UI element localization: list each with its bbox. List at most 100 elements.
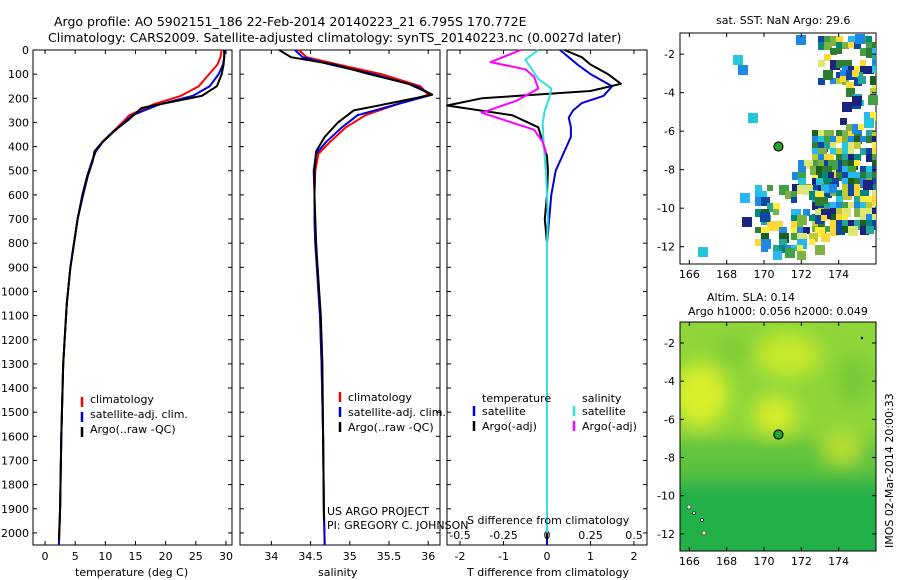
sst-pixel — [848, 202, 854, 208]
sst-pixel — [821, 215, 827, 221]
temperature-axis-label: temperature (deg C) — [75, 566, 188, 579]
x-tick-label: 20 — [159, 550, 173, 563]
s-tick-label: 0.5 — [625, 529, 643, 542]
sst-pixel — [830, 142, 836, 148]
lon-tick-label: 168 — [716, 555, 737, 568]
sst-pixel — [840, 76, 846, 82]
sst-pixel — [854, 42, 861, 49]
sst-pixel — [824, 190, 832, 198]
sst-pixel — [872, 48, 876, 55]
sst-pixel — [846, 88, 855, 97]
temperature-axes-frame — [32, 49, 233, 546]
sst-map-axes: 166 168 170 172 174 -2 -4 -6 -8 -10 -12 — [657, 33, 876, 281]
legend-s-satellite-label: satellite — [582, 405, 626, 418]
depth-axis: 0 100 200 300 400 500 600 700 800 900 1000 1100 1200… — [1, 44, 647, 540]
sst-pixel — [836, 160, 845, 169]
sst-pixel — [860, 148, 867, 155]
sst-pixel — [797, 239, 807, 249]
sla-coast-dots — [686, 336, 864, 536]
sst-pixel — [860, 226, 869, 235]
legend-s-argo-label: Argo(-adj) — [582, 420, 637, 433]
lat-tick-label: -8 — [664, 451, 675, 464]
sst-pixel — [830, 220, 838, 228]
depth-tick-label: 100 — [8, 68, 29, 81]
temperature-argo-raw-qc-line — [57, 50, 226, 541]
sst-pixel — [755, 197, 764, 206]
sst-pixel — [792, 172, 800, 180]
sst-pixel — [866, 208, 876, 218]
sst-pixel — [773, 251, 782, 260]
sst-pixel — [815, 197, 824, 206]
lat-tick-label: -4 — [664, 375, 675, 388]
sst-pixel — [866, 166, 872, 172]
sst-pixel — [773, 245, 779, 251]
sst-pixel — [830, 166, 839, 175]
sst-pixel — [863, 180, 873, 190]
salinity-argo-raw-qc-line — [278, 49, 434, 521]
depth-tick-label: 1600 — [1, 430, 29, 443]
sst-pixel — [872, 66, 876, 73]
sst-pixel — [830, 148, 837, 155]
sst-pixel — [761, 197, 770, 206]
temperature-legend: climatology satellite-adj. clim. Argo(..… — [80, 393, 188, 437]
sst-pixel — [830, 36, 840, 46]
sst-pixel — [842, 130, 852, 140]
sst-pixel — [818, 60, 825, 67]
sst-pixel — [824, 178, 833, 187]
sla-field — [680, 322, 876, 551]
sst-pixel — [866, 136, 873, 143]
sla-low-north — [717, 336, 753, 364]
sst-pixel — [848, 42, 854, 48]
sst-pixel — [836, 78, 842, 84]
imos-timestamp: IMOS 02-Mar-2014 20:00:33 — [883, 393, 896, 548]
sst-pixel — [798, 160, 804, 166]
sst-pixel — [815, 245, 825, 255]
depth-tick-label: 200 — [8, 92, 29, 105]
sst-pixel — [860, 60, 866, 66]
sst-pixel — [866, 66, 874, 74]
sst-pixel — [830, 48, 837, 55]
island-dot — [686, 504, 692, 510]
sst-pixel — [773, 209, 779, 215]
sst-pixel — [821, 209, 831, 219]
sst-pixel — [854, 172, 863, 181]
lon-tick-label: 168 — [716, 268, 737, 281]
sst-pixel — [809, 233, 818, 242]
lon-tick-label: 172 — [791, 555, 812, 568]
sst-pixel — [866, 130, 872, 136]
sst-pixel — [818, 78, 825, 85]
sst-pixel — [860, 48, 868, 56]
sst-pixel — [836, 136, 843, 143]
sst-pixel — [866, 36, 872, 42]
sst-pixel — [812, 160, 819, 167]
sst-pixel — [810, 166, 819, 175]
argo-position-marker — [773, 429, 784, 440]
temperature-x-axis: 0 5 10 15 20 25 30 — [42, 50, 233, 563]
sst-pixel — [755, 227, 761, 233]
sst-pixel — [761, 233, 769, 241]
lat-tick-label: -2 — [664, 48, 675, 61]
sst-pixel — [842, 166, 848, 172]
sst-pixel — [842, 214, 848, 220]
sst-pixel — [830, 60, 840, 70]
difference-legend: temperature salinity satellite Argo(-adj… — [472, 392, 637, 433]
sst-pixel — [842, 190, 852, 200]
sst-pixel — [812, 172, 819, 179]
sst-pixel — [842, 184, 851, 193]
sst-pixel — [742, 217, 752, 227]
sst-pixel — [860, 220, 869, 229]
sst-pixel — [848, 130, 855, 137]
temperature-satellite-adj-clim-line — [57, 49, 226, 546]
sst-pixel — [791, 209, 801, 219]
salinity-axis-label: salinity — [318, 566, 358, 579]
sst-pixel — [824, 142, 831, 149]
x-tick-label: -2 — [455, 550, 466, 563]
sst-pixel — [848, 184, 858, 194]
sst-pixel — [860, 214, 868, 222]
sst-pixel — [797, 215, 807, 225]
sst-pixel — [854, 178, 864, 188]
argo-position-marker — [773, 141, 784, 152]
sst-pixel — [785, 248, 795, 258]
sst-pixel — [864, 118, 874, 128]
sst-pixel — [846, 124, 853, 131]
